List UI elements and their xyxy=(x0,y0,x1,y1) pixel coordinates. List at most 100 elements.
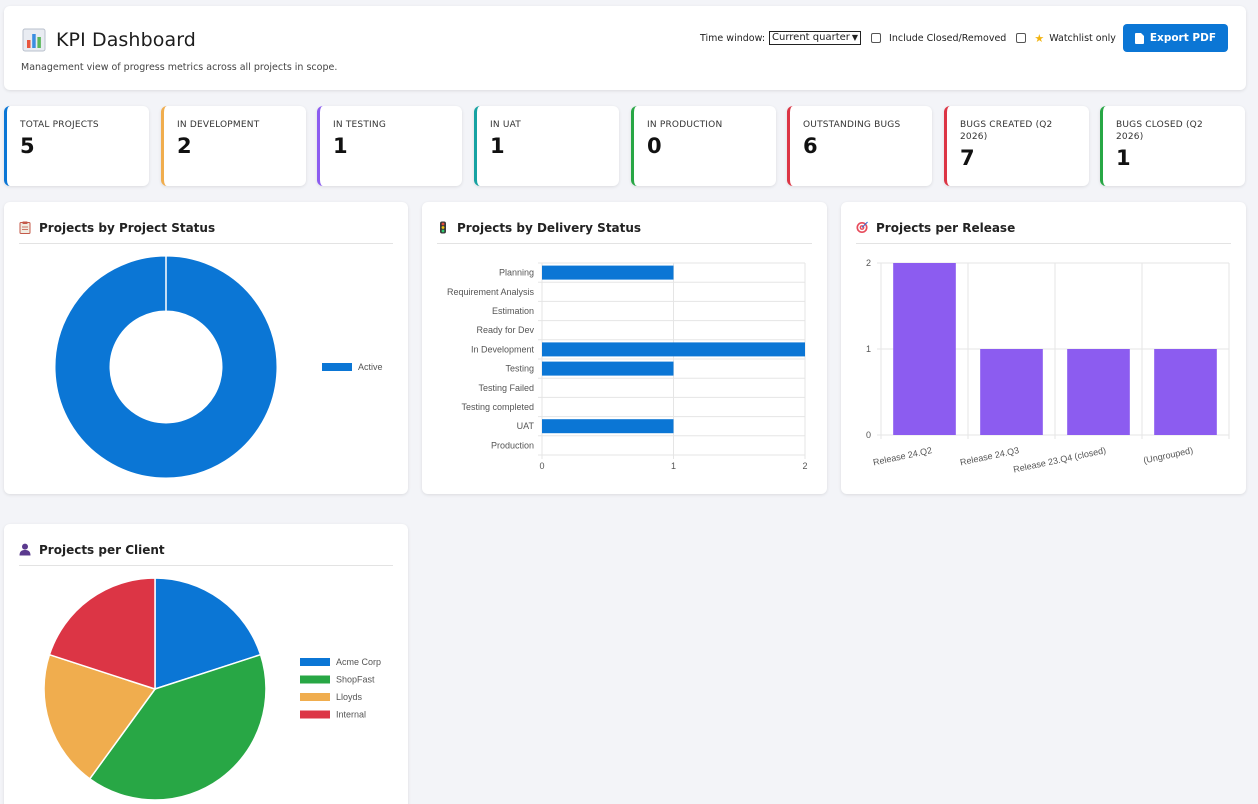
panel-title: Projects by Project Status xyxy=(39,220,216,235)
kpi-label: IN PRODUCTION xyxy=(647,120,723,130)
kpi-label: IN TESTING xyxy=(333,120,387,130)
x-tick-label: (Ungrouped) xyxy=(1142,445,1194,465)
panel-header: Projects per Release xyxy=(856,218,1231,244)
panel-project-status: Projects by Project Status Active xyxy=(4,202,408,494)
legend-label: Internal xyxy=(336,710,366,720)
kpi-card-bugs-closed: BUGS CLOSED (Q2 2026) 1 xyxy=(1100,106,1245,186)
project-status-donut-chart: Active xyxy=(54,255,383,479)
panel-delivery-status: Projects by Delivery Status 0 1 2 Planning R… xyxy=(422,202,827,494)
kpi-card-in-development: IN DEVELOPMENT 2 xyxy=(161,106,306,186)
pie-slice xyxy=(88,653,267,801)
panel-title: Projects by Delivery Status xyxy=(457,220,642,235)
kpi-label: TOTAL PROJECTS xyxy=(20,120,99,130)
y-tick-label: UAT xyxy=(517,421,535,431)
export-pdf-label: Export PDF xyxy=(1149,32,1216,44)
bar xyxy=(542,361,674,376)
legend-swatch xyxy=(322,363,352,371)
x-tick-label: 2 xyxy=(802,461,807,471)
page-subtitle: Management view of progress metrics acro… xyxy=(21,62,338,73)
kpi-card-outstanding-bugs: OUTSTANDING BUGS 6 xyxy=(787,106,932,186)
legend-swatch xyxy=(300,710,330,719)
legend-label: Lloyds xyxy=(336,692,363,702)
y-tick-label: 1 xyxy=(866,344,871,354)
panel-header: Projects per Client xyxy=(19,540,393,566)
target-icon xyxy=(856,221,868,234)
delivery-status-bar-chart: 0 1 2 Planning Requirement Analysis Estimatio… xyxy=(447,262,808,471)
kpi-card-in-production: IN PRODUCTION 0 xyxy=(631,106,776,186)
kpi-value: 1 xyxy=(333,134,348,158)
y-tick-label: Estimation xyxy=(492,306,534,316)
kpi-card-total-projects: TOTAL PROJECTS 5 xyxy=(4,106,149,186)
bar xyxy=(980,349,1043,435)
bar xyxy=(1067,349,1130,435)
panel-header: Projects by Delivery Status xyxy=(437,218,812,244)
chevron-down-icon: ▼ xyxy=(851,33,859,42)
per-client-pie-chart: Acme Corp ShopFast Lloyds Internal xyxy=(43,577,381,801)
star-icon: ★ xyxy=(1034,31,1045,45)
x-tick-label: Release 24.Q3 xyxy=(959,445,1020,467)
y-tick-label: 2 xyxy=(866,258,871,268)
bar xyxy=(542,342,805,357)
y-tick-label: Testing Failed xyxy=(478,383,534,393)
kpi-label: BUGS CREATED (Q2 2026) xyxy=(960,120,1053,142)
kpi-value: 1 xyxy=(1116,146,1131,170)
watchlist-label[interactable]: Watchlist only xyxy=(1049,32,1116,44)
kpi-value: 7 xyxy=(960,146,975,170)
y-tick-label: Planning xyxy=(499,268,534,278)
x-tick-label: 1 xyxy=(671,461,676,471)
pie-slice xyxy=(43,653,157,780)
x-tick-label: Release 24.Q2 xyxy=(872,445,933,467)
y-tick-label: Testing completed xyxy=(461,402,534,412)
time-window-select[interactable]: Current quarter ▼ xyxy=(769,31,862,45)
panel-title: Projects per Client xyxy=(39,542,165,557)
y-tick-label: Testing xyxy=(505,364,534,374)
kpi-value: 0 xyxy=(647,134,662,158)
kpi-value: 5 xyxy=(20,134,35,158)
kpi-value: 6 xyxy=(803,134,818,158)
export-pdf-button[interactable]: Export PDF xyxy=(1122,24,1228,52)
pie-slice xyxy=(154,577,262,691)
y-tick-label: In Development xyxy=(471,344,535,354)
legend-swatch xyxy=(300,693,330,701)
y-tick-label: Requirement Analysis xyxy=(447,287,535,297)
panel-per-client: Projects per Client Acme Corp ShopFast Llo… xyxy=(4,524,408,804)
traffic-light-icon xyxy=(440,221,446,234)
y-tick-label: Production xyxy=(491,440,534,450)
legend-label: ShopFast xyxy=(336,675,375,685)
watchlist-checkbox[interactable] xyxy=(1016,33,1027,43)
kpi-label: BUGS CLOSED (Q2 2026) xyxy=(1116,120,1203,142)
header-card: KPI Dashboard Management view of progres… xyxy=(4,6,1246,90)
kpi-card-bugs-created: BUGS CREATED (Q2 2026) 7 xyxy=(944,106,1089,186)
bar-chart-icon xyxy=(22,28,46,52)
kpi-label: IN DEVELOPMENT xyxy=(177,120,260,130)
title-row: KPI Dashboard xyxy=(22,28,196,52)
legend-label: Acme Corp xyxy=(336,657,381,667)
page-title: KPI Dashboard xyxy=(56,29,196,51)
kpi-value: 1 xyxy=(490,134,505,158)
clipboard-icon xyxy=(19,221,31,234)
donut-slice xyxy=(54,255,278,479)
person-icon xyxy=(19,543,31,556)
legend-label: Active xyxy=(358,362,383,372)
time-window-label: Time window: xyxy=(700,32,766,44)
y-tick-label: 0 xyxy=(866,430,871,440)
kpi-card-in-testing: IN TESTING 1 xyxy=(317,106,462,186)
x-tick-label: Release 23.Q4 (closed) xyxy=(1012,445,1107,474)
kpi-label: OUTSTANDING BUGS xyxy=(803,120,901,130)
x-tick-label: 0 xyxy=(539,461,544,471)
legend-swatch xyxy=(300,658,330,666)
panel-header: Projects by Project Status xyxy=(19,218,393,244)
include-closed-checkbox[interactable] xyxy=(871,33,882,43)
include-closed-label[interactable]: Include Closed/Removed xyxy=(889,32,1007,44)
bar xyxy=(542,265,674,280)
panel-per-release: Projects per Release 0 1 2 Release 24.Q2 Rel… xyxy=(841,202,1246,494)
legend-swatch xyxy=(300,675,330,684)
document-icon xyxy=(1134,32,1144,44)
header-controls: Time window: Current quarter ▼ Include C… xyxy=(700,24,1228,52)
kpi-value: 2 xyxy=(177,134,192,158)
bar xyxy=(1154,349,1217,435)
kpi-label: IN UAT xyxy=(490,120,521,130)
y-tick-label: Ready for Dev xyxy=(476,325,534,335)
kpi-card-in-uat: IN UAT 1 xyxy=(474,106,619,186)
